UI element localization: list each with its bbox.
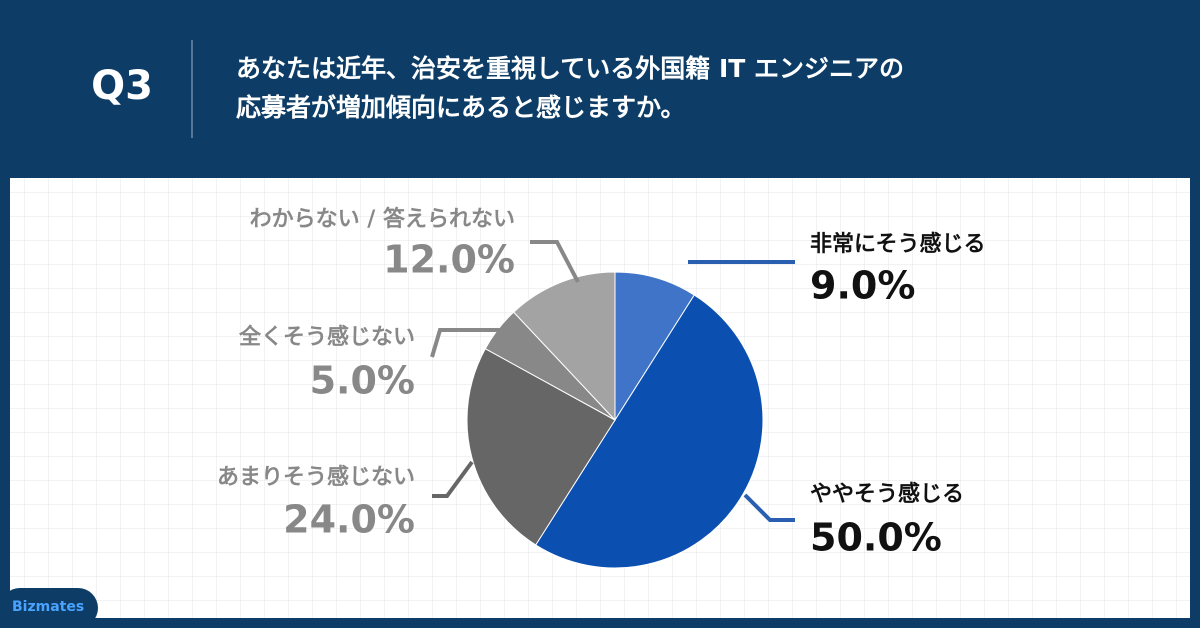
leader-line [530,240,580,283]
slice-label: わからない / 答えられない [250,206,515,232]
pie-slice [614,271,695,422]
pie-slice [466,348,616,546]
value-label: 9.0% [810,264,915,308]
slice-label: あまりそう感じない [217,464,415,490]
pie-slice [535,294,764,569]
chart-title: あなたは近年、治安を重視している外国籍 IT エンジニアの [236,54,904,83]
question-number: Q3 [91,63,153,109]
pie-slice [512,271,616,422]
value-label: 24.0% [283,498,415,542]
leader-line [743,493,795,522]
chart-title: 応募者が増加傾向にあると感じますか。 [236,93,686,122]
value-label: 5.0% [310,359,415,403]
brand: Bizmates [12,599,84,615]
slice-label: ややそう感じる [810,481,964,507]
leader-line [430,328,505,358]
slice-label: 全くそう感じない [238,324,415,350]
slice-label: 非常にそう感じる [810,231,986,257]
value-label: 12.0% [383,238,515,282]
brand-badge [0,588,98,628]
leader-line [432,460,474,498]
value-label: 50.0% [810,516,942,560]
